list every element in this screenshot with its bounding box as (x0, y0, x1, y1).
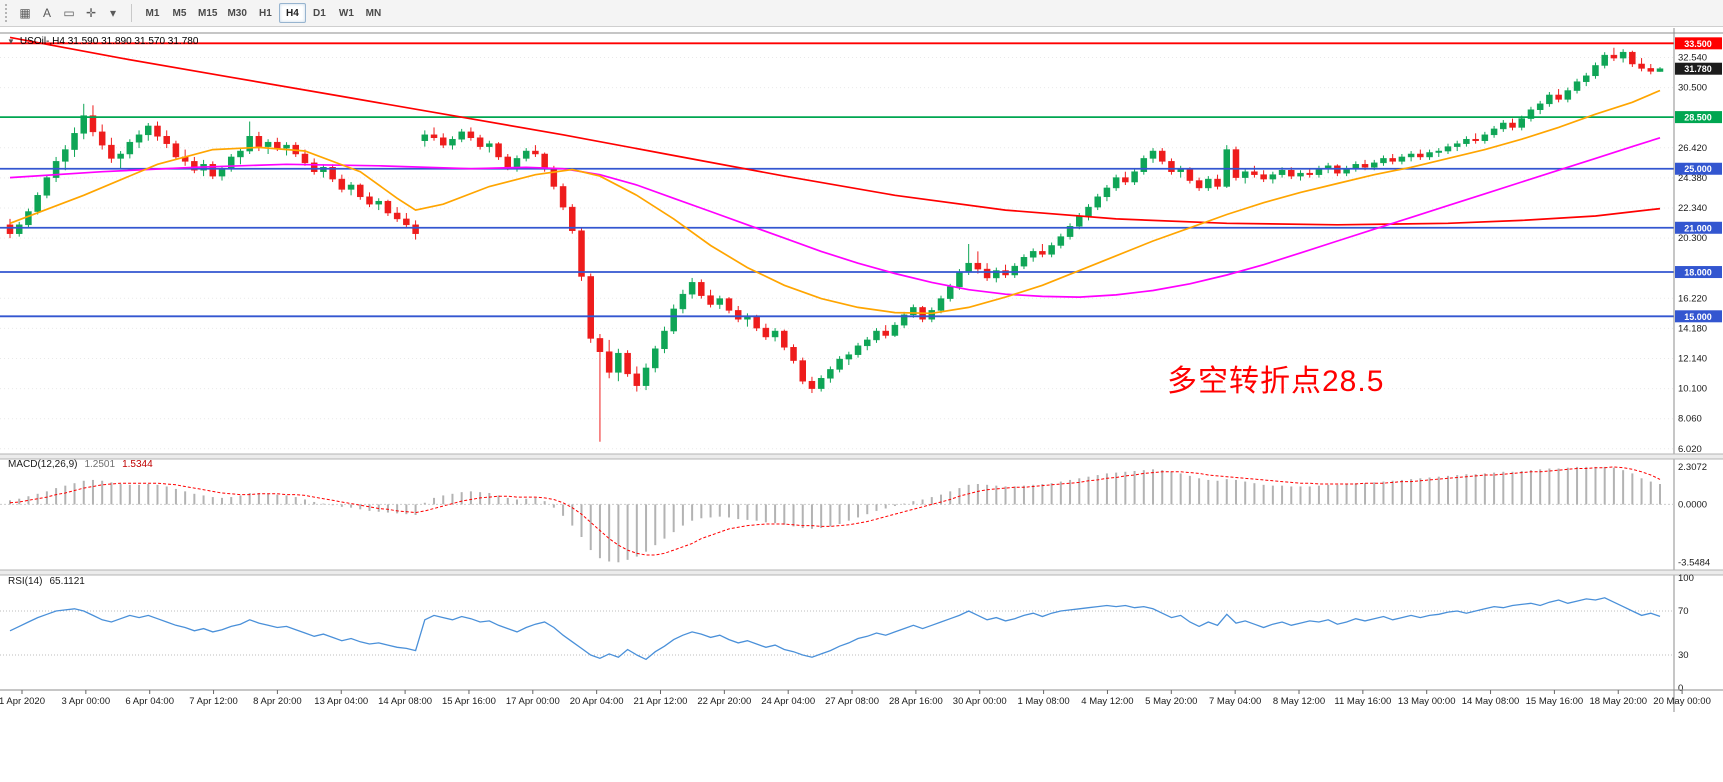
rsi-indicator-label: RSI(14) 65.1121 (8, 576, 85, 587)
svg-text:1 Apr 2020: 1 Apr 2020 (0, 696, 45, 707)
chart-title-text: USOil-,H4 31.590 31.890 31.570 31.780 (19, 36, 199, 47)
svg-text:15 May 16:00: 15 May 16:00 (1526, 696, 1584, 707)
toolbar-separator (131, 4, 132, 22)
svg-text:24.380: 24.380 (1678, 173, 1707, 184)
timeframe-button-h1[interactable]: H1 (259, 7, 272, 19)
svg-text:16.220: 16.220 (1678, 293, 1707, 304)
svg-text:13 Apr 04:00: 13 Apr 04:00 (314, 696, 368, 707)
timeframe-button-mn[interactable]: MN (365, 7, 382, 19)
timeframe-button-m1[interactable]: M1 (145, 7, 160, 19)
moving-averages (9, 36, 1661, 315)
svg-text:12.140: 12.140 (1678, 354, 1707, 365)
svg-text:14 May 08:00: 14 May 08:00 (1462, 696, 1520, 707)
svg-text:7 Apr 12:00: 7 Apr 12:00 (189, 696, 238, 707)
timeframe-button-m15[interactable]: M15 (198, 7, 218, 19)
svg-text:22 Apr 20:00: 22 Apr 20:00 (697, 696, 751, 707)
svg-text:27 Apr 08:00: 27 Apr 08:00 (825, 696, 879, 707)
chart-annotation-text[interactable]: 多空转折点28.5 (1167, 365, 1385, 398)
svg-text:33.500: 33.500 (1684, 39, 1712, 49)
svg-text:14.180: 14.180 (1678, 323, 1707, 334)
panel-separator[interactable] (0, 570, 1723, 575)
svg-text:-3.5484: -3.5484 (1678, 557, 1710, 568)
svg-text:6 Apr 04:00: 6 Apr 04:00 (125, 696, 174, 707)
svg-text:20.300: 20.300 (1678, 233, 1707, 244)
macd-signal-value: 1.5344 (122, 459, 153, 470)
timeframe-button-h4[interactable]: H4 (278, 3, 306, 23)
horizontal-level-lines[interactable] (0, 42, 1674, 318)
svg-text:1 May 08:00: 1 May 08:00 (1017, 696, 1069, 707)
svg-text:20 Apr 04:00: 20 Apr 04:00 (570, 696, 624, 707)
macd-histogram (9, 466, 1661, 563)
timeframe-button-w1[interactable]: W1 (338, 7, 354, 19)
svg-text:15 Apr 16:00: 15 Apr 16:00 (442, 696, 496, 707)
ma-mid-magenta-line (9, 136, 1661, 298)
svg-text:21.000: 21.000 (1684, 223, 1712, 233)
rsi-value: 65.1121 (49, 576, 85, 587)
svg-text:3 Apr 00:00: 3 Apr 00:00 (62, 696, 111, 707)
svg-text:8.060: 8.060 (1678, 414, 1702, 425)
rsi-line (9, 597, 1661, 661)
svg-text:70: 70 (1678, 606, 1689, 617)
collapse-arrow-icon[interactable]: ▼ (7, 37, 15, 46)
svg-text:17 Apr 00:00: 17 Apr 00:00 (506, 696, 560, 707)
ma-slow-red-line (9, 36, 1661, 226)
svg-text:18 May 20:00: 18 May 20:00 (1589, 696, 1647, 707)
svg-text:30: 30 (1678, 650, 1689, 661)
macd-name: MACD(12,26,9) (8, 459, 78, 470)
svg-text:5 May 20:00: 5 May 20:00 (1145, 696, 1197, 707)
svg-text:8 May 12:00: 8 May 12:00 (1273, 696, 1325, 707)
svg-text:25.000: 25.000 (1684, 164, 1712, 174)
svg-text:32.540: 32.540 (1678, 52, 1707, 63)
ma-fast-orange-line (9, 89, 1661, 315)
panel-separator[interactable] (0, 454, 1723, 459)
chart-title: ▼ USOil-,H4 31.590 31.890 31.570 31.780 (7, 36, 198, 47)
time-axis[interactable]: 1 Apr 2020 3 Apr 00:00 6 Apr 04:00 7 Apr 12… (0, 690, 1711, 707)
svg-text:13 May 00:00: 13 May 00:00 (1398, 696, 1456, 707)
svg-text:30 Apr 00:00: 30 Apr 00:00 (953, 696, 1007, 707)
toolbar-grip-handle[interactable] (5, 4, 9, 22)
macd-value: 1.2501 (84, 459, 116, 470)
svg-text:31.780: 31.780 (1684, 64, 1712, 74)
svg-text:7 May 04:00: 7 May 04:00 (1209, 696, 1261, 707)
macd-indicator-label: MACD(12,26,9) 1.2501 1.5344 (8, 459, 153, 470)
rsi-name: RSI(14) (8, 576, 43, 587)
svg-text:28.500: 28.500 (1684, 113, 1712, 123)
svg-text:21 Apr 12:00: 21 Apr 12:00 (634, 696, 688, 707)
timeframe-button-d1[interactable]: D1 (313, 7, 326, 19)
svg-text:30.500: 30.500 (1678, 83, 1707, 94)
chart-window-icon[interactable]: ▦ (19, 6, 31, 20)
svg-text:20 May 00:00: 20 May 00:00 (1653, 696, 1711, 707)
svg-text:0.0000: 0.0000 (1678, 499, 1707, 510)
dropdown-arrow-icon[interactable]: ▾ (109, 6, 117, 20)
svg-text:28 Apr 16:00: 28 Apr 16:00 (889, 696, 943, 707)
svg-text:18.000: 18.000 (1684, 268, 1712, 278)
svg-text:15.000: 15.000 (1684, 312, 1712, 322)
svg-text:26.420: 26.420 (1678, 143, 1707, 154)
svg-text:14 Apr 08:00: 14 Apr 08:00 (378, 696, 432, 707)
timeframe-button-m30[interactable]: M30 (227, 7, 247, 19)
price-axis[interactable]: 32.540 30.500 26.420 24.380 22.340 20.300 16.2… (1675, 37, 1722, 694)
svg-text:6.020: 6.020 (1678, 444, 1702, 455)
price-gridlines (0, 56, 1674, 450)
text-cursor-icon[interactable]: A (42, 6, 51, 20)
svg-text:11 May 16:00: 11 May 16:00 (1334, 696, 1391, 707)
svg-text:4 May 12:00: 4 May 12:00 (1081, 696, 1133, 707)
svg-text:100: 100 (1678, 573, 1694, 584)
svg-text:24 Apr 04:00: 24 Apr 04:00 (761, 696, 815, 707)
timeframe-button-m5[interactable]: M5 (172, 7, 187, 19)
svg-text:10.100: 10.100 (1678, 384, 1707, 395)
svg-text:22.340: 22.340 (1678, 203, 1707, 214)
toolbar: ▦ A ▭ ✛ ▾ M1 M5 M15 M30 H1 H4 D1 W1 MN (0, 0, 1723, 27)
svg-text:0: 0 (1678, 683, 1683, 694)
candles-layer (6, 47, 1664, 442)
svg-text:2.3072: 2.3072 (1678, 462, 1707, 473)
macd-signal-line (9, 466, 1661, 556)
svg-text:8 Apr 20:00: 8 Apr 20:00 (253, 696, 302, 707)
label-shape-icon[interactable]: ▭ (63, 6, 75, 20)
crosshair-icon[interactable]: ✛ (85, 6, 97, 20)
